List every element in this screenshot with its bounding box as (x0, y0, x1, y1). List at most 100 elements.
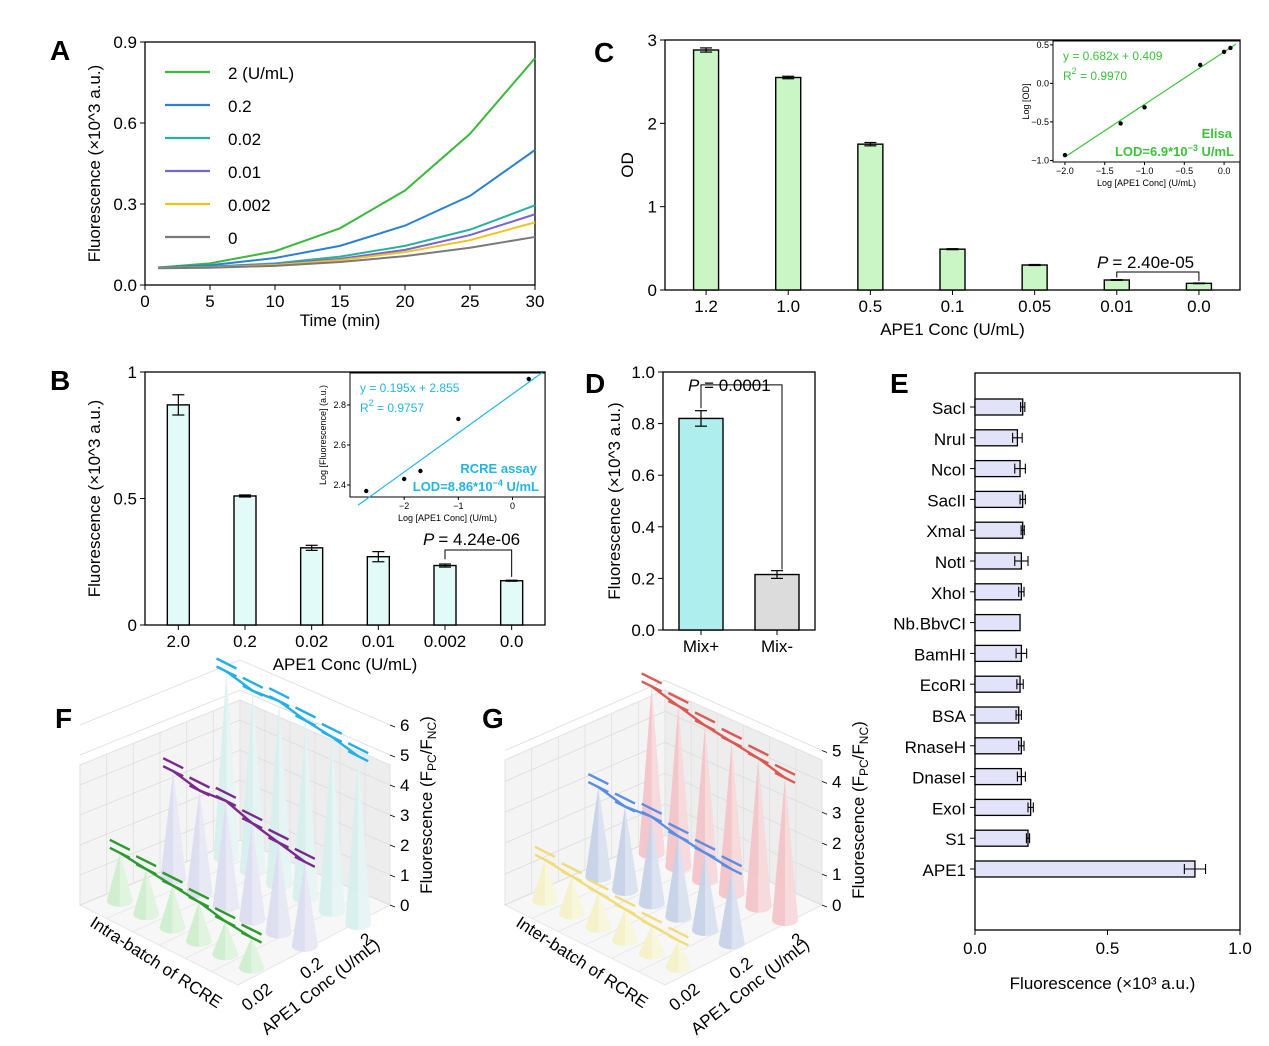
cone-highlight (173, 771, 187, 886)
error-cap (667, 926, 689, 939)
error-cap (215, 786, 237, 799)
bar (974, 583, 1023, 601)
cone (106, 852, 133, 907)
bar (974, 706, 1020, 724)
legend-label: 0.01 (228, 163, 261, 182)
cone (266, 701, 293, 891)
inset-y-tick-label: −0.5 (1031, 117, 1049, 127)
p-value-label: P = 0.0001 (688, 376, 771, 395)
panel-c-bar-chart: 0 1 2 3 1.2 1.0 0.5 0.1 0.05 0.01 0.0 APE1 Conc (U/… (618, 31, 1241, 339)
error-cap (694, 711, 716, 724)
y-tick-label: EcoRI (920, 676, 966, 695)
y-tick-label: 0.0 (631, 621, 655, 640)
cone-highlight (251, 937, 265, 974)
inset-x-tick-label: −0.5 (1175, 166, 1193, 176)
inset-x-axis-label: Log [APE1 Conc] (U/mL) (1097, 178, 1196, 188)
x-tick-label: 25 (461, 292, 480, 311)
cone (718, 869, 745, 950)
z-label-mid: /F (417, 739, 436, 754)
bar (974, 860, 1196, 878)
x-tick-label: 0.02 (238, 979, 276, 1014)
z-tick-label: 1 (400, 866, 409, 885)
x-tick-label: 0.002 (424, 632, 467, 651)
y-tick-label: SacI (932, 399, 966, 418)
cone (638, 686, 665, 860)
cone-highlight (172, 885, 186, 934)
bar (974, 490, 1024, 509)
plot-frame (144, 41, 536, 286)
x-tick-label: 15 (331, 292, 350, 311)
error-cap (268, 687, 290, 700)
inset-assay-label: RCRE assay (460, 461, 537, 476)
lod-unit: U/mL (503, 479, 539, 494)
cone (718, 741, 745, 900)
cone-highlight (785, 777, 798, 926)
cone-highlight (758, 758, 772, 913)
z-tick (389, 754, 396, 758)
z-tick-label: 4 (832, 772, 841, 791)
bar (974, 798, 1032, 817)
panel-b-bar-chart: 0 0.5 1 2.0 0.2 0.02 0.01 0.002 0.0 APE1 Conc (U/… (85, 363, 546, 674)
x-tick-label: 0.5 (859, 297, 883, 316)
error-cap (721, 855, 743, 868)
series-line (157, 149, 536, 269)
inset-assay-label: Elisa (1202, 126, 1233, 141)
error-cap (667, 830, 689, 843)
legend-label: 0.002 (228, 196, 271, 215)
cone (612, 806, 638, 896)
x-tick-label: 0.1 (941, 297, 965, 316)
r-symbol: R (1063, 69, 1072, 83)
error-cap (587, 780, 609, 794)
bar (1185, 282, 1213, 291)
significance-bracket (700, 384, 783, 570)
legend-label: 0.02 (228, 130, 261, 149)
error-cap (614, 895, 636, 908)
error-cap (587, 878, 609, 891)
error-cap (641, 810, 663, 823)
error-cap (188, 784, 211, 797)
series-line (157, 235, 536, 270)
y-tick-label: 0.9 (113, 33, 137, 52)
p-value: = 0.0001 (699, 376, 770, 395)
x-tick-label: 0.01 (362, 632, 395, 651)
error-cap (268, 695, 290, 708)
bar (974, 521, 1024, 539)
inset-point (401, 476, 407, 482)
inset-r-squared: R2 = 0.9757 (360, 398, 424, 415)
x-tick-label: 0.0 (963, 939, 987, 958)
inset-x-tick-label: −1.0 (1136, 166, 1154, 176)
y-tick-label: 0 (648, 281, 657, 300)
error-cap (641, 672, 663, 685)
r-exponent: 2 (369, 398, 374, 408)
error-cap (614, 903, 636, 916)
p-value-label: P = 4.24e-06 (423, 530, 520, 549)
bar (775, 76, 802, 291)
inset-point (1142, 105, 1147, 110)
x-axis-label: Time (min) (300, 311, 381, 330)
cone-highlight (731, 869, 745, 950)
cone-highlight (358, 756, 372, 931)
inset-fit-line (1064, 43, 1237, 158)
panel-letter-c: C (594, 37, 614, 68)
inset-point (1221, 49, 1227, 54)
inset-point (364, 488, 369, 494)
inset-point (1062, 152, 1068, 158)
z-label-sub: PC (857, 759, 871, 776)
x-tick-label: 0.0 (1187, 297, 1211, 316)
bar (499, 580, 524, 626)
cone (212, 921, 239, 961)
error-cap (240, 923, 263, 936)
error-cap (135, 855, 157, 868)
cone (665, 940, 692, 973)
legend-label: 0 (228, 229, 237, 248)
cone (291, 861, 318, 952)
z-tick (389, 844, 396, 848)
error-cap (641, 802, 663, 815)
inset-y-tick-label: 0.0 (1036, 78, 1049, 88)
cone-highlight (278, 842, 292, 939)
cone (318, 736, 345, 917)
inset-point (526, 376, 531, 382)
bar (433, 564, 457, 626)
lod-exponent: −3 (1188, 143, 1198, 153)
